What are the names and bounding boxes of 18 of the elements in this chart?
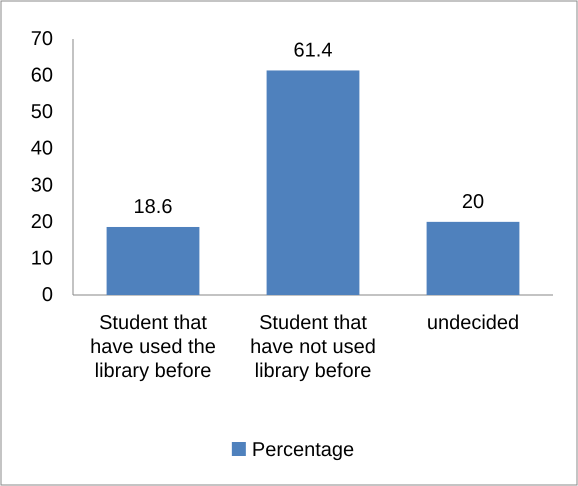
- data-label: 61.4: [294, 39, 332, 62]
- bar: [426, 222, 520, 295]
- x-tick-label: Student that have not used library before: [250, 312, 376, 382]
- y-tick-label: 40: [30, 138, 53, 160]
- y-tick-label: 0: [42, 284, 53, 306]
- data-label: 20: [462, 190, 484, 213]
- legend-label: Percentage: [252, 439, 354, 461]
- y-tick-label: 20: [30, 210, 53, 233]
- data-label: 18.6: [134, 196, 172, 218]
- x-tick-label: undecided: [426, 312, 520, 334]
- y-tick-label: 50: [30, 101, 53, 124]
- y-tick-label: 30: [30, 174, 53, 196]
- y-tick-label: 70: [30, 28, 53, 50]
- y-tick-label: 10: [30, 247, 53, 270]
- x-tick-label: Student that have used the library before: [90, 312, 216, 382]
- y-tick-label: 60: [30, 64, 53, 87]
- bar: [266, 70, 360, 295]
- bar: [106, 226, 200, 295]
